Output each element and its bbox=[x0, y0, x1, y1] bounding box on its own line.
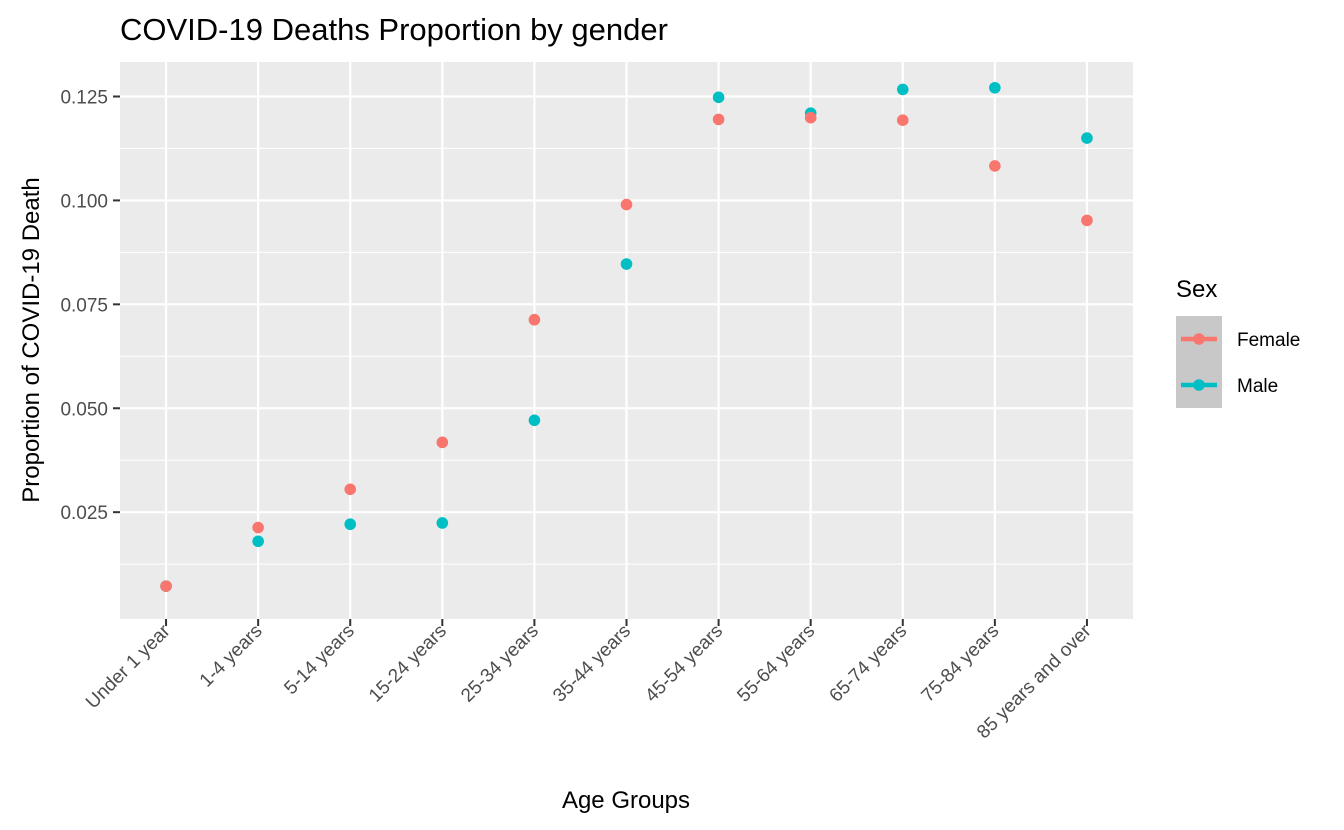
data-point-female bbox=[1081, 214, 1093, 227]
y-tick-label: 0.025 bbox=[60, 503, 108, 524]
y-axis-ticks: 0.025 0.050 0.075 0.100 0.125 bbox=[60, 88, 120, 524]
x-tick-label: 35-44 years bbox=[549, 621, 635, 707]
data-point-female bbox=[436, 436, 449, 449]
data-point-male bbox=[436, 517, 449, 529]
x-tick-label: 25-34 years bbox=[457, 621, 543, 707]
x-tick-label: 15-24 years bbox=[365, 621, 451, 707]
legend-point-male bbox=[1193, 379, 1205, 391]
data-point-female bbox=[712, 113, 725, 126]
y-tick-label: 0.100 bbox=[60, 191, 108, 212]
data-point-male bbox=[1081, 132, 1093, 144]
data-point-male bbox=[989, 81, 1001, 94]
data-point-female bbox=[160, 580, 172, 592]
x-axis-ticks: Under 1 year 1-4 years 5-14 years 15-24 yea… bbox=[82, 619, 1096, 743]
legend-label-male: Male bbox=[1237, 376, 1278, 397]
x-tick-label: 5-14 years bbox=[280, 621, 358, 699]
legend-label-female: Female bbox=[1237, 330, 1300, 351]
legend-key-background bbox=[1176, 316, 1222, 408]
data-point-male bbox=[344, 518, 357, 531]
y-tick-label: 0.075 bbox=[60, 295, 108, 316]
x-tick-label: 65-74 years bbox=[826, 621, 912, 707]
data-point-male bbox=[896, 83, 909, 96]
data-point-female bbox=[804, 111, 817, 124]
y-axis-title: Proportion of COVID-19 Death bbox=[18, 177, 45, 503]
data-point-male bbox=[712, 91, 725, 104]
data-point-female bbox=[344, 483, 357, 496]
x-tick-label: 55-64 years bbox=[733, 621, 819, 707]
data-point-male bbox=[528, 414, 541, 427]
x-tick-label: 75-84 years bbox=[918, 621, 1004, 707]
data-point-male bbox=[252, 535, 264, 548]
data-point-female bbox=[252, 521, 264, 534]
data-point-male bbox=[620, 258, 633, 270]
data-point-female bbox=[989, 160, 1001, 172]
x-axis-title: Age Groups bbox=[562, 787, 690, 814]
legend-title: Sex bbox=[1176, 276, 1217, 303]
legend-point-female bbox=[1193, 333, 1205, 345]
y-tick-label: 0.125 bbox=[60, 88, 108, 109]
x-tick-label: Under 1 year bbox=[82, 620, 175, 713]
data-point-female bbox=[528, 313, 541, 326]
chart-title: COVID-19 Deaths Proportion by gender bbox=[120, 12, 668, 47]
y-tick-label: 0.050 bbox=[60, 399, 108, 420]
data-points bbox=[160, 81, 1093, 592]
data-point-female bbox=[896, 114, 909, 126]
legend: Sex Female Male bbox=[1176, 276, 1300, 408]
data-point-female bbox=[620, 198, 633, 211]
major-gridlines bbox=[120, 62, 1133, 619]
x-tick-label: 45-54 years bbox=[641, 621, 727, 707]
x-tick-label: 1-4 years bbox=[196, 621, 267, 692]
